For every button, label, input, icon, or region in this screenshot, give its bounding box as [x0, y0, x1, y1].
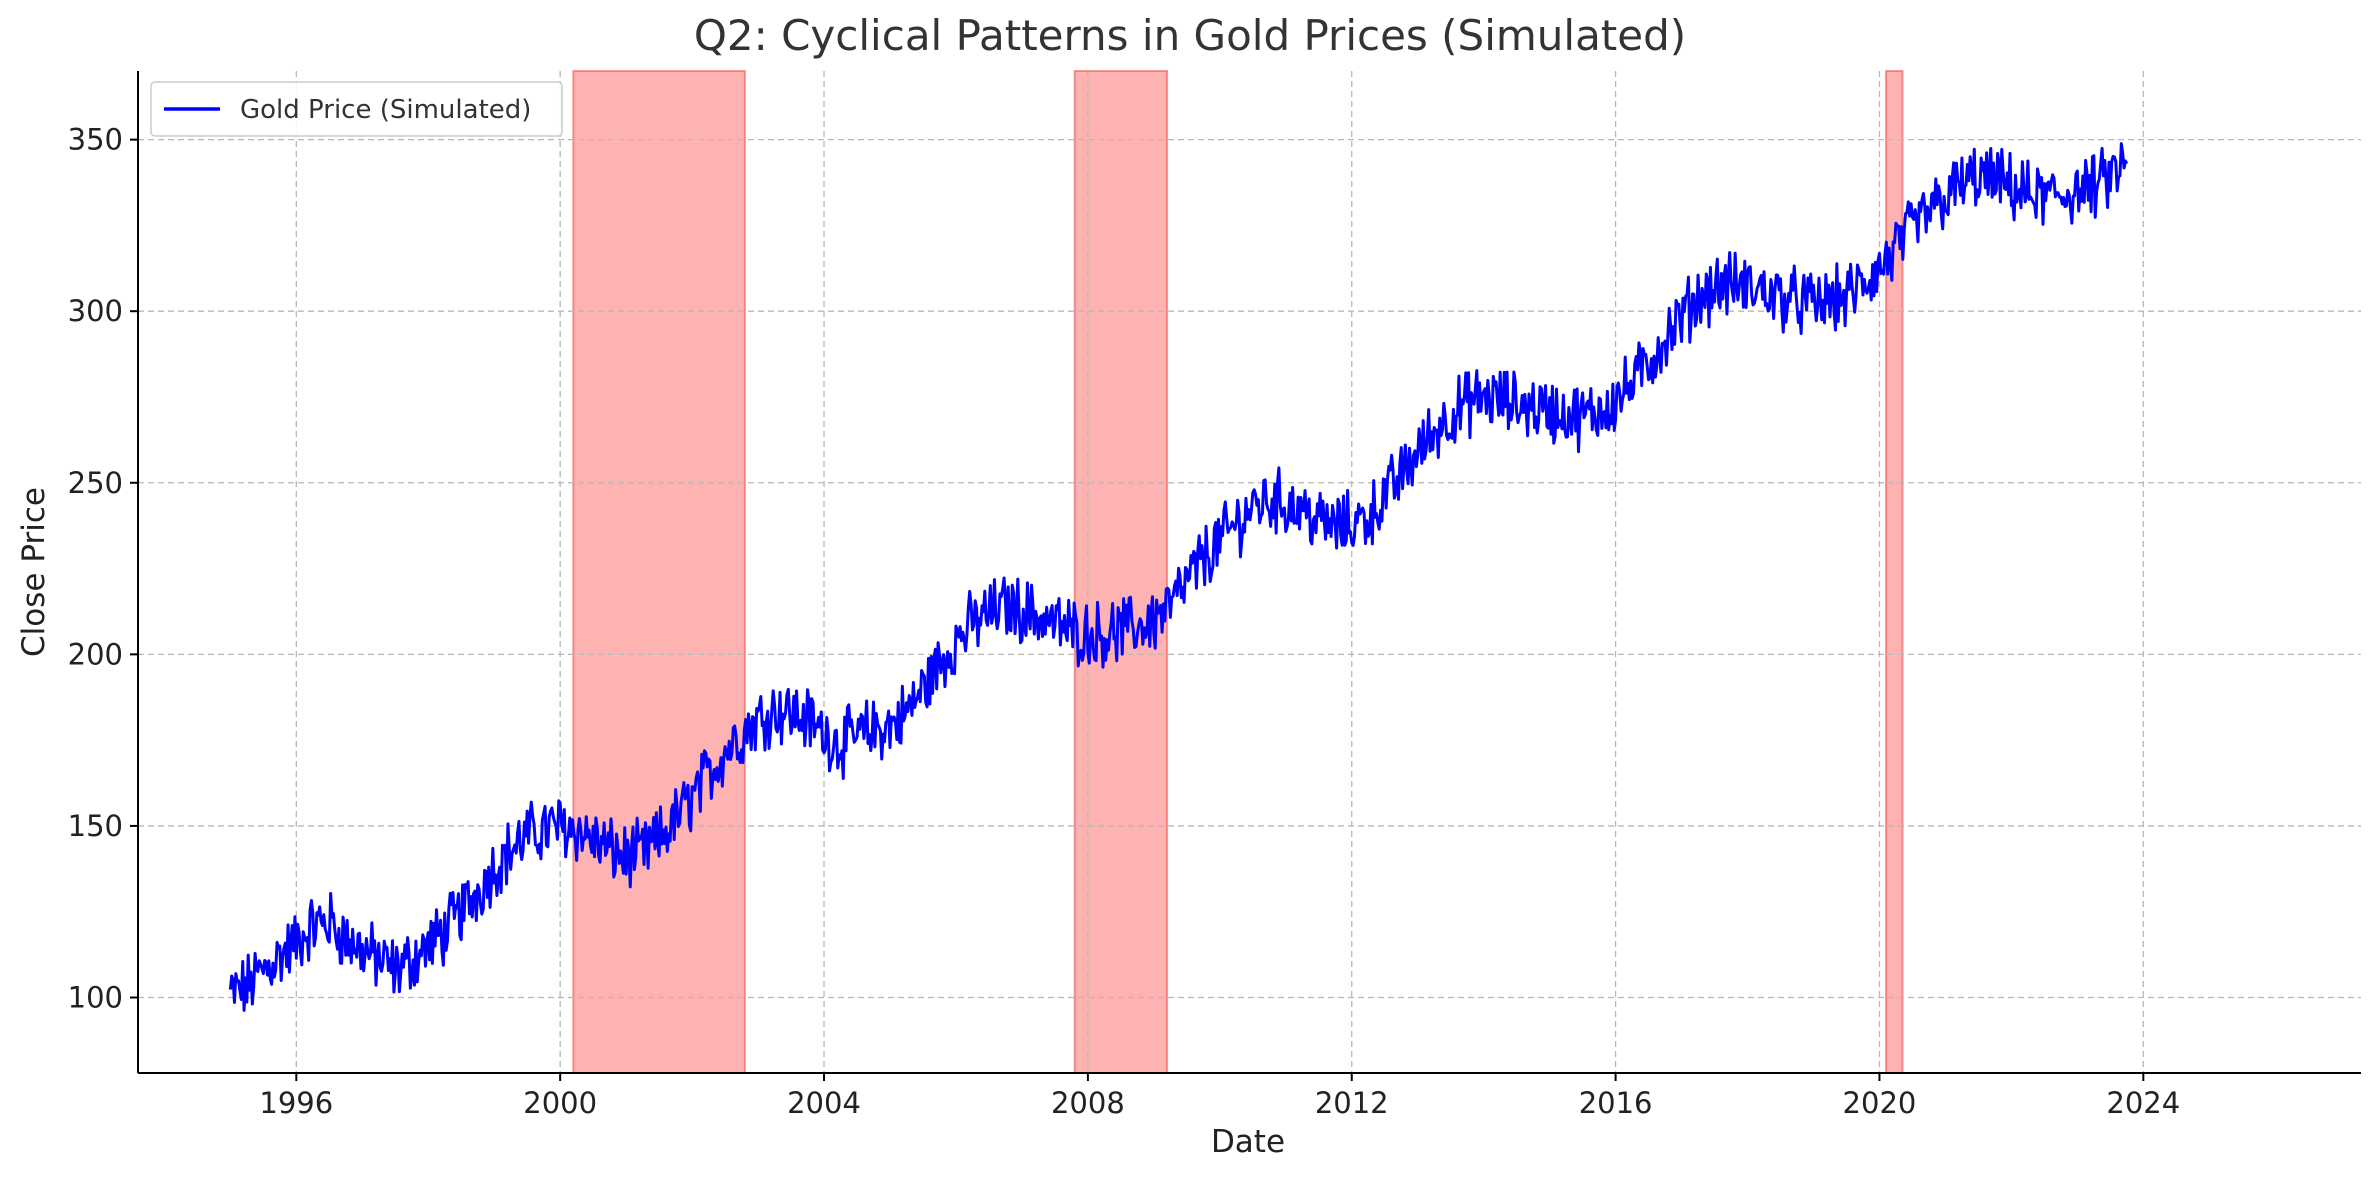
x-tick-label-2004: 2004	[787, 1086, 861, 1120]
x-axis-label: Date	[1211, 1124, 1285, 1160]
grid-layer	[138, 71, 2361, 1073]
y-tick-label-150: 150	[68, 809, 123, 843]
y-tick-label-300: 300	[68, 294, 123, 328]
x-tick-label-2016: 2016	[1579, 1086, 1653, 1120]
shaded-period-1	[572, 70, 746, 1074]
series-layer	[228, 142, 2129, 1012]
legend-label: Gold Price (Simulated)	[240, 95, 531, 125]
y-tick-label-200: 200	[68, 637, 123, 671]
series-line-1	[228, 142, 2129, 1012]
x-tick-label-2020: 2020	[1843, 1086, 1917, 1120]
x-tick-label-2012: 2012	[1315, 1086, 1389, 1120]
y-tick-label-350: 350	[68, 123, 123, 157]
y-axis-label: Close Price	[16, 487, 52, 657]
y-tick-label-100: 100	[68, 981, 123, 1015]
x-tick-label-2000: 2000	[523, 1086, 597, 1120]
x-tick-label-2024: 2024	[2106, 1086, 2180, 1120]
y-tick-label-250: 250	[68, 466, 123, 500]
x-tick-label-1996: 1996	[259, 1086, 333, 1120]
legend: Gold Price (Simulated)	[150, 81, 563, 137]
legend-box	[150, 81, 563, 137]
chart-title: Q2: Cyclical Patterns in Gold Prices (Si…	[694, 11, 1686, 60]
axes-layer	[137, 71, 2361, 1074]
shaded-period-2	[1073, 70, 1169, 1074]
x-tick-label-2008: 2008	[1051, 1086, 1125, 1120]
tick-layer: 1996 2000 2004 2008 2012 2016 2020 2024 100 150 20…	[68, 123, 2181, 1120]
shaded-period-3	[1885, 70, 1904, 1074]
recession-shading-layer	[572, 70, 1904, 1074]
